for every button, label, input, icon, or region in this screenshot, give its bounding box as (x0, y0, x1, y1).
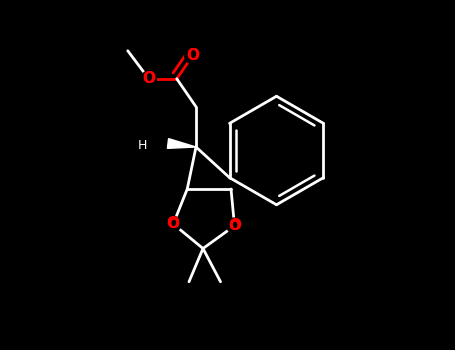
Circle shape (227, 218, 242, 233)
Text: O: O (167, 217, 180, 231)
Circle shape (185, 48, 200, 64)
Text: H: H (137, 139, 147, 152)
Circle shape (166, 216, 181, 232)
Circle shape (141, 71, 157, 86)
Polygon shape (167, 139, 196, 148)
Text: O: O (167, 217, 179, 231)
Text: O: O (228, 219, 240, 233)
Text: O: O (142, 71, 155, 86)
Text: O: O (142, 71, 155, 86)
Text: O: O (186, 49, 199, 63)
Text: O: O (186, 49, 199, 63)
Text: O: O (228, 218, 241, 233)
